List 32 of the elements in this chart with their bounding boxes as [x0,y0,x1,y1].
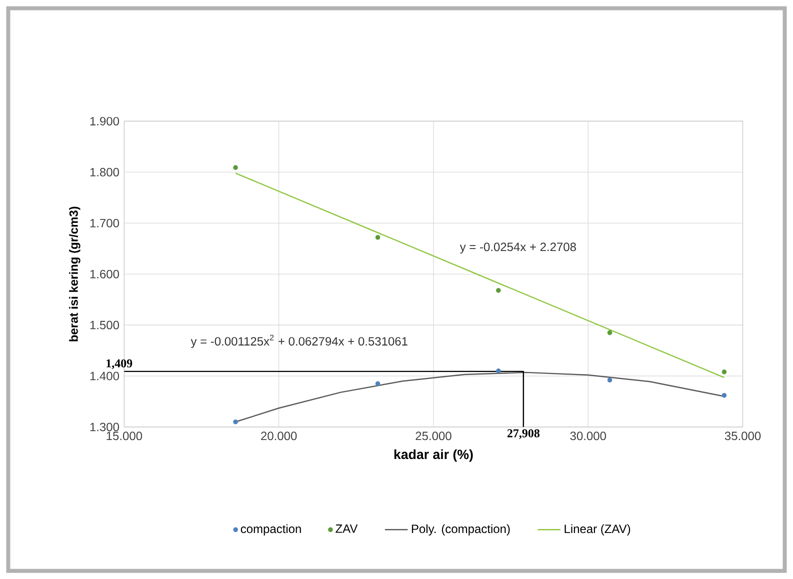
y-tick-label: 1.300 [90,422,120,432]
y-tick-label: 1.600 [90,270,120,278]
annotation: y = -0.0254x + 2.2708 [460,242,576,254]
point [496,288,501,293]
point [722,369,727,374]
y-tick-label: 1.900 [90,116,120,126]
y-tick-label: 1.500 [90,320,120,330]
point [496,368,501,374]
y-tick-label: 1.800 [90,168,120,176]
x-tick-label: 20.000 [261,432,297,440]
point [607,330,612,336]
point [375,234,380,240]
annotation: 1,409 [106,359,132,370]
point [375,381,380,386]
legend-label: ZAV [336,524,358,533]
x-tick-label: 35.000 [724,432,761,440]
annotation: y = -0.001125x$^{2}$ + 0.062794x + 0.531061 [190,334,408,348]
point [233,165,238,170]
x-tick-label: 30.000 [570,432,606,440]
legend-label: Poly. (compaction) [412,524,510,536]
legend-label: compaction [240,524,301,536]
y-tick-label: 1.700 [90,218,120,228]
x-axis-title: kadar air (%) [394,449,473,462]
y-tick-label: 1.400 [90,372,120,380]
point [233,419,238,424]
point [722,392,727,398]
point [607,378,612,382]
x-tick-label: 15.000 [106,432,142,440]
annotation: 27,908 [507,429,540,440]
x-tick-label: 25.000 [416,432,452,440]
legend-label: Linear (ZAV) [564,524,630,536]
y-axis-title: berat isi kering (gr/cm3) [69,206,80,342]
